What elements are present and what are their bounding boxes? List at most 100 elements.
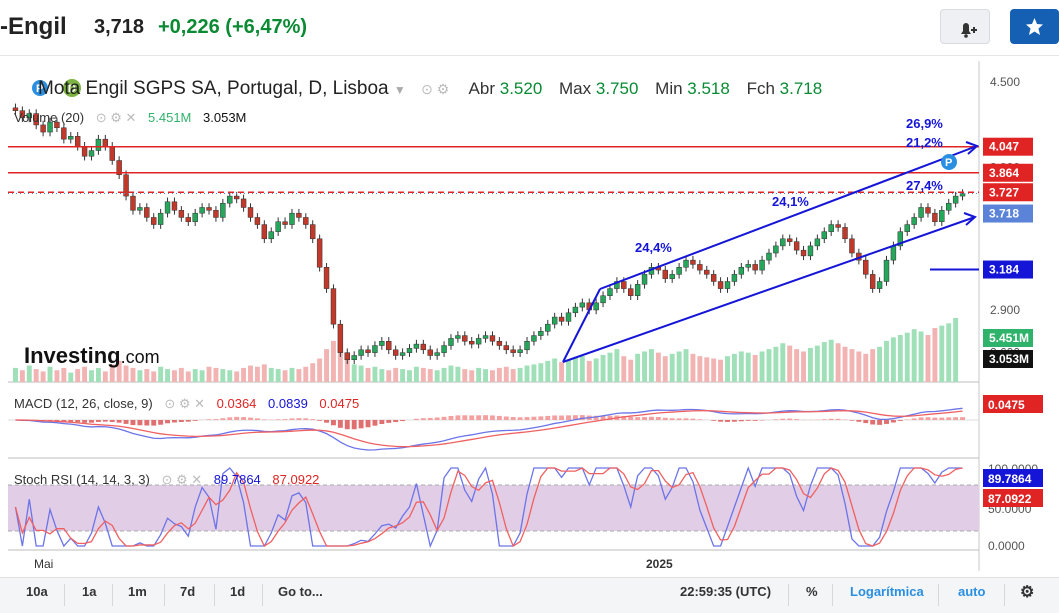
candle-body xyxy=(68,136,74,140)
volume-bar xyxy=(490,370,495,382)
candle-body xyxy=(959,193,966,197)
volume-bar xyxy=(95,367,101,382)
candle-body xyxy=(455,335,461,339)
stoch-settings-icon[interactable]: ⊙ ⚙ ✕ xyxy=(161,472,203,487)
macd-settings-icon[interactable]: ⊙ ⚙ ✕ xyxy=(164,396,206,411)
volume-bar xyxy=(697,356,703,382)
candle-body xyxy=(814,238,821,247)
candle-body xyxy=(863,259,869,275)
volume-ma-value: 3.053M xyxy=(203,110,247,125)
candle-body xyxy=(641,274,648,285)
price-tick-label: 4.500 xyxy=(990,75,1020,89)
price-change: +0,226 (+6,47%) xyxy=(158,16,307,39)
volume-bar xyxy=(248,365,253,382)
volume-bar xyxy=(559,362,565,382)
candle-body xyxy=(946,202,952,211)
candle-body xyxy=(538,331,544,336)
watchlist-star-button[interactable] xyxy=(1010,9,1059,44)
candle-body xyxy=(303,217,309,225)
volume-bar xyxy=(821,342,827,382)
channel-edge-line xyxy=(562,288,601,363)
trend-channel xyxy=(562,141,979,363)
candle-body xyxy=(144,207,150,218)
volume-bar xyxy=(628,359,634,382)
chart-canvas[interactable]: 24,4% 24,1% 27,4% 26,9% 21,2% P P D Inve… xyxy=(0,56,1059,577)
auto-scale-toggle[interactable]: auto xyxy=(958,584,986,599)
legend-settings-icon[interactable]: ⊙ ⚙ xyxy=(421,81,450,97)
candle-body xyxy=(185,217,191,222)
stoch-tick-0: 0.0000 xyxy=(988,539,1025,553)
volume-bar xyxy=(462,369,468,382)
stoch-band xyxy=(8,485,979,531)
volume-bar xyxy=(925,335,931,382)
volume-bar xyxy=(870,349,876,382)
candle-body xyxy=(427,349,433,356)
volume-bar xyxy=(842,346,848,382)
volume-bar xyxy=(324,349,329,382)
price-badge-text: 3.864 xyxy=(989,166,1019,180)
volume-bar xyxy=(856,351,862,382)
change-abs: +0,226 xyxy=(158,16,220,38)
volume-bar xyxy=(68,372,74,382)
volume-bar xyxy=(773,346,779,382)
range-10a-button[interactable]: 10a xyxy=(26,584,48,599)
candle-body xyxy=(116,160,122,175)
volume-bar xyxy=(427,369,433,382)
stoch-k-value: 89.7864 xyxy=(213,472,261,487)
volume-bar xyxy=(946,323,952,382)
candle-body xyxy=(662,269,668,279)
channel-upper-arrow xyxy=(965,141,979,155)
d-marker-icon[interactable] xyxy=(63,79,81,97)
separator xyxy=(938,584,939,606)
candle-body xyxy=(164,201,171,214)
candle-body xyxy=(95,138,102,151)
percent-toggle[interactable]: % xyxy=(806,584,818,599)
range-1m-button[interactable]: 1m xyxy=(128,584,147,599)
candle-body xyxy=(628,288,634,296)
range-1d-button[interactable]: 1d xyxy=(230,584,246,599)
candle-body xyxy=(109,146,115,161)
volume-settings-icon[interactable]: ⊙ ⚙ ✕ xyxy=(95,110,137,125)
volume-bar xyxy=(213,367,219,382)
candle-body xyxy=(462,335,468,342)
chart-area[interactable]: 24,4% 24,1% 27,4% 26,9% 21,2% P P D Inve… xyxy=(0,56,1059,613)
volume-bar xyxy=(745,352,751,382)
candle-body xyxy=(724,281,731,289)
candle-body xyxy=(717,281,724,289)
candle-body xyxy=(323,267,330,289)
gear-icon[interactable]: ⚙ xyxy=(1020,584,1035,601)
volume-bar xyxy=(884,340,889,382)
candle-body xyxy=(579,302,586,308)
add-alert-button[interactable] xyxy=(940,9,990,44)
candle-body xyxy=(74,136,81,147)
price-badge-text: 5.451M xyxy=(989,331,1029,345)
candle-body xyxy=(503,345,509,351)
candle-body xyxy=(213,210,219,218)
log-scale-toggle[interactable]: Logarítmica xyxy=(850,584,924,599)
goto-button[interactable]: Go to... xyxy=(278,584,323,599)
candle-body xyxy=(47,121,53,133)
candle-body xyxy=(489,335,496,342)
candle-body xyxy=(289,212,295,225)
stoch-d-badge xyxy=(983,489,1043,507)
price-badge xyxy=(983,137,1033,156)
legend-dropdown-icon[interactable]: ▼ xyxy=(393,83,406,97)
candle-body xyxy=(33,113,39,126)
volume-bar xyxy=(61,367,67,382)
price-badge-text: 3.053M xyxy=(989,352,1029,366)
p-marker-icon-left[interactable] xyxy=(32,80,48,96)
volume-bar xyxy=(109,364,115,382)
price-badge-text: 3.184 xyxy=(989,263,1019,277)
range-7d-button[interactable]: 7d xyxy=(180,584,196,599)
candle-body xyxy=(247,207,254,218)
volume-bar xyxy=(579,356,585,382)
volume-bar xyxy=(600,354,606,382)
volume-bar xyxy=(759,351,765,382)
candle-body xyxy=(897,231,904,247)
annotation-pct-4: 26,9% xyxy=(906,116,943,131)
range-1a-button[interactable]: 1a xyxy=(82,584,97,599)
p-marker-icon[interactable] xyxy=(941,154,957,170)
candle-body xyxy=(151,217,157,225)
symbol-legend: Mota Engil SGPS SA, Portugal, D, Lisboa … xyxy=(38,78,834,100)
candle-body xyxy=(787,238,793,242)
